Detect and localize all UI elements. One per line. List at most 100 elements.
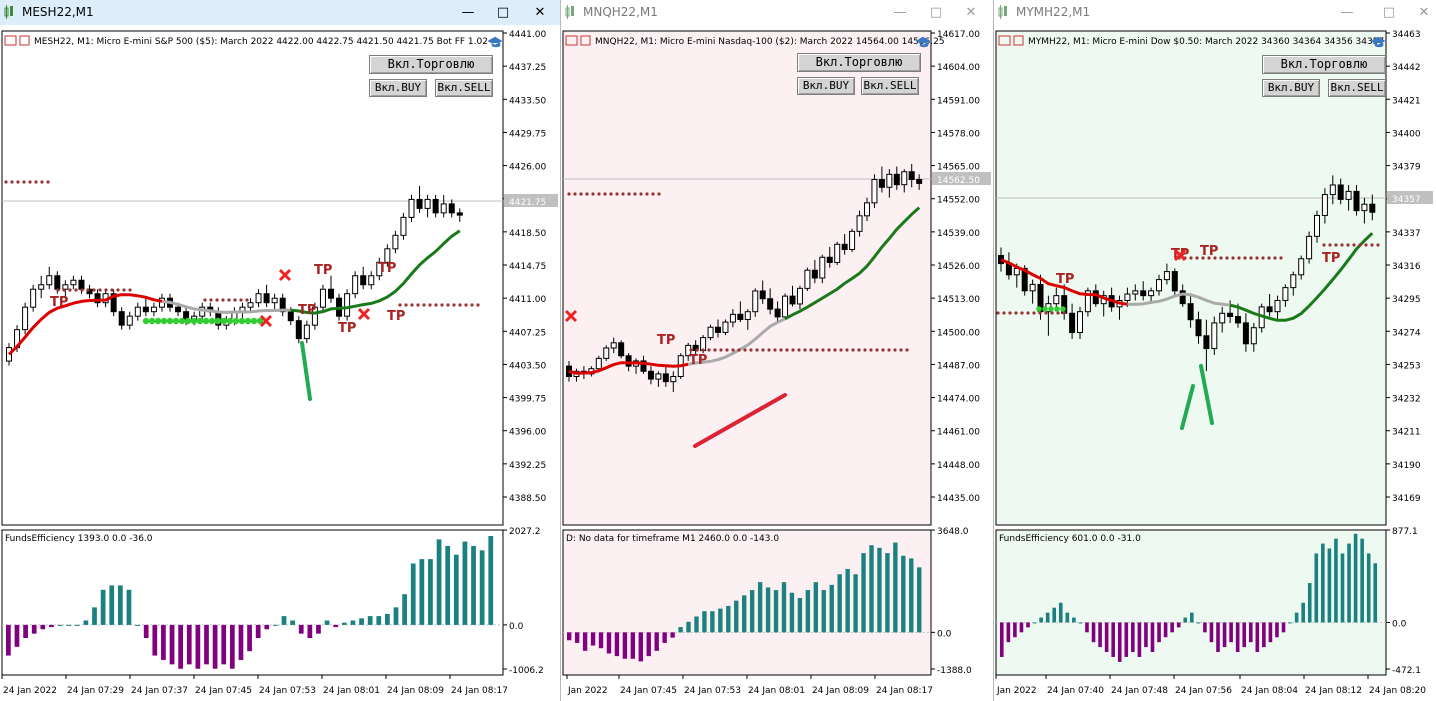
candle-body <box>819 256 826 279</box>
candle-body <box>1084 290 1091 313</box>
histogram-bar <box>462 541 468 625</box>
buy-toggle-button[interactable]: Вкл.BUY <box>369 79 427 97</box>
candle-body <box>759 290 766 300</box>
histogram-bar <box>1248 622 1253 643</box>
symbol-icon <box>1013 35 1024 46</box>
buy-toggle-button[interactable]: Вкл.BUY <box>797 77 855 95</box>
histogram-bar <box>229 624 235 669</box>
histogram-bar <box>1085 622 1089 633</box>
candle-body <box>1171 271 1178 292</box>
trade-toggle-button[interactable]: Вкл.Торговлю <box>1262 55 1386 74</box>
candle-body <box>344 293 351 317</box>
candle-body <box>328 288 334 299</box>
window-titlebar[interactable]: MYMH22,M1 — □ ✕ <box>994 0 1436 25</box>
minimize-icon[interactable]: — <box>893 5 907 20</box>
window-titlebar[interactable]: MESH22,M1 — □ ✕ <box>0 0 560 25</box>
histogram-bar <box>710 611 715 633</box>
time-axis-label: 24 Jan 07:45 <box>195 686 252 696</box>
histogram-bar <box>143 624 149 639</box>
sell-toggle-button[interactable]: Вкл.SELL <box>861 77 919 95</box>
candle-body <box>595 357 602 370</box>
level-dots <box>1189 256 1193 260</box>
candle-body <box>424 198 431 209</box>
candle-body <box>849 230 856 250</box>
candle-body <box>752 290 759 313</box>
symbol-icon <box>580 35 591 46</box>
candle-body <box>175 306 182 313</box>
level-dots <box>16 180 20 184</box>
cross-marker <box>278 268 292 282</box>
histogram-bar <box>49 624 54 628</box>
histogram-bar <box>247 624 252 652</box>
chart-window-mymh[interactable]: MYMH22,M1 — □ ✕ 34463 34442 34421 34400 3437… <box>994 0 1436 701</box>
chart-window-mesh[interactable]: MESH22,M1 — □ ✕ 4441.00 4437.25 4433.50 442… <box>0 0 561 701</box>
chart-canvas[interactable]: 34463 34442 34421 34400 34379 34357 34337 34316… <box>994 25 1436 701</box>
histogram-bar <box>1190 612 1194 623</box>
histogram-bar <box>1150 622 1155 653</box>
sell-toggle-button[interactable]: Вкл.SELL <box>435 79 493 97</box>
histogram-bar <box>1137 622 1142 657</box>
candle-body <box>126 315 133 326</box>
level-dots <box>725 348 729 352</box>
level-dots <box>1050 311 1054 315</box>
buy-toggle-button[interactable]: Вкл.BUY <box>1262 79 1320 97</box>
maximize-icon[interactable]: □ <box>1382 5 1396 20</box>
support-dots <box>256 317 264 325</box>
chart-area[interactable]: 34463 34442 34421 34400 34379 34357 34337 34316… <box>994 25 1436 701</box>
chart-area[interactable]: 4441.004437.254433.504429.754426.004422.… <box>0 25 561 701</box>
histogram-bar <box>281 616 287 625</box>
trend-line-green <box>784 206 921 321</box>
close-icon[interactable]: ✕ <box>965 5 977 20</box>
indicator-axis-label: 0.0 <box>1392 619 1407 629</box>
trade-toggle-button[interactable]: Вкл.Торговлю <box>797 53 921 72</box>
candle-body <box>1353 190 1360 212</box>
candle-body <box>744 311 751 320</box>
level-dots <box>803 348 807 352</box>
level-dots <box>1032 311 1036 315</box>
maximize-icon[interactable]: □ <box>496 5 510 20</box>
price-axis-label: 4399.75 <box>509 395 546 405</box>
chart-canvas[interactable]: 4441.004437.254433.504429.754426.004422.… <box>0 25 561 701</box>
level-dots <box>797 348 801 352</box>
candle-body <box>767 298 774 310</box>
candle-body <box>1242 322 1249 345</box>
indicator-axis-label: -1388.0 <box>937 666 972 676</box>
candle-body <box>150 306 157 313</box>
histogram-bar <box>821 590 826 633</box>
candle-body <box>255 293 262 304</box>
current-price-label: 14562.50 <box>937 176 980 186</box>
histogram-bar <box>734 600 739 633</box>
histogram-bar <box>393 607 399 625</box>
chart-canvas[interactable]: 14617.00 14604.00 14591.00 14578.00 14565.00… <box>561 25 994 701</box>
histogram-bar <box>893 542 898 633</box>
price-axis-label: 4433.50 <box>509 96 546 106</box>
candle-body <box>408 198 415 218</box>
candle-body <box>295 320 302 340</box>
level-dots <box>887 348 891 352</box>
close-icon[interactable]: ✕ <box>534 5 546 20</box>
candle-body <box>729 313 736 323</box>
level-dots <box>128 288 132 292</box>
sell-toggle-button[interactable]: Вкл.SELL <box>1328 79 1386 97</box>
minimize-icon[interactable]: — <box>461 5 475 20</box>
trade-toggle-button[interactable]: Вкл.Торговлю <box>369 55 493 74</box>
candle-body <box>54 275 61 290</box>
minimize-icon[interactable]: — <box>1340 5 1354 20</box>
close-icon[interactable]: ✕ <box>1418 5 1430 20</box>
price-axis-label: 4429.75 <box>509 129 546 139</box>
histogram-bar <box>117 585 123 625</box>
candle-body <box>1306 235 1313 260</box>
histogram-bar <box>40 624 46 630</box>
level-dots <box>416 303 420 307</box>
support-dots <box>1060 306 1066 312</box>
level-dots <box>779 348 783 352</box>
candle-body <box>1140 290 1147 297</box>
maximize-icon[interactable]: □ <box>929 5 943 20</box>
window-titlebar[interactable]: MNQH22,M1 — □ ✕ <box>561 0 993 25</box>
chart-window-mnqh[interactable]: MNQH22,M1 — □ ✕ 14617.00 14604.00 14591.00… <box>561 0 994 701</box>
level-dots <box>203 298 207 302</box>
histogram-bar <box>845 568 850 633</box>
histogram-bar <box>1026 622 1030 628</box>
chart-area[interactable]: 14617.00 14604.00 14591.00 14578.00 14565.00… <box>561 25 994 701</box>
histogram-bar <box>6 624 11 656</box>
